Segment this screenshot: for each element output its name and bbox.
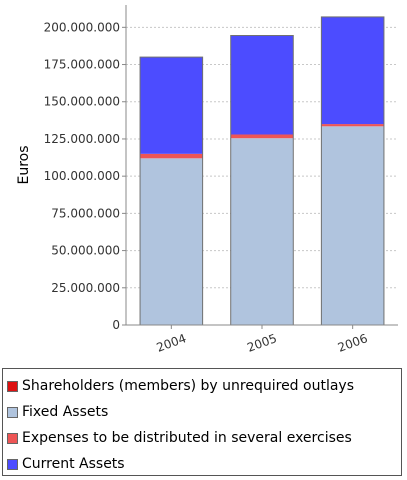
legend-item: Current Assets: [7, 451, 401, 477]
x-tick-label: 2005: [245, 331, 278, 355]
bar-segment: [230, 138, 294, 325]
legend-label: Expenses to be distributed in several ex…: [22, 430, 352, 446]
y-tick-label: 25.000.000: [51, 281, 120, 295]
bar-segment: [321, 126, 384, 325]
y-tick-label: 50.000.000: [51, 244, 120, 258]
legend-label: Shareholders (members) by unrequired out…: [22, 378, 354, 394]
bar-segment: [140, 158, 203, 325]
bar-segment: [230, 134, 294, 139]
y-tick-label: 0: [112, 318, 120, 332]
legend-label: Current Assets: [22, 456, 125, 472]
x-ticks: 2004 2005 2006: [155, 325, 369, 355]
legend-swatch: [7, 458, 18, 470]
bar-segment: [321, 16, 384, 125]
chart: 0 25.000.000 50.000.000 75.000.000 100.000.0…: [16, 5, 398, 355]
x-tick-label: 2006: [336, 331, 369, 355]
bar-segment: [230, 35, 294, 135]
legend-swatch: [7, 406, 18, 418]
y-axis-label: Euros: [16, 145, 32, 184]
bars: [139, 16, 385, 326]
y-tick-label: 125.000.000: [44, 132, 120, 146]
bar-segment: [321, 124, 384, 127]
y-tick-label: 200.000.000: [44, 20, 120, 34]
legend-item: Fixed Assets: [7, 399, 401, 425]
legend-swatch: [7, 432, 18, 444]
y-ticks: 0 25.000.000 50.000.000 75.000.000 100.000.0…: [44, 20, 126, 332]
legend-item: Shareholders (members) by unrequired out…: [7, 373, 401, 399]
legend-label: Fixed Assets: [22, 404, 109, 420]
legend: Shareholders (members) by unrequired out…: [2, 368, 402, 476]
legend-swatch: [7, 380, 18, 392]
legend-item: Expenses to be distributed in several ex…: [7, 425, 401, 451]
bar-segment: [140, 57, 203, 154]
y-tick-label: 100.000.000: [44, 169, 120, 183]
x-tick-label: 2004: [155, 331, 188, 355]
y-tick-label: 175.000.000: [44, 58, 120, 72]
y-tick-label: 150.000.000: [44, 95, 120, 109]
y-tick-label: 75.000.000: [51, 206, 120, 220]
bar-segment: [140, 153, 203, 159]
